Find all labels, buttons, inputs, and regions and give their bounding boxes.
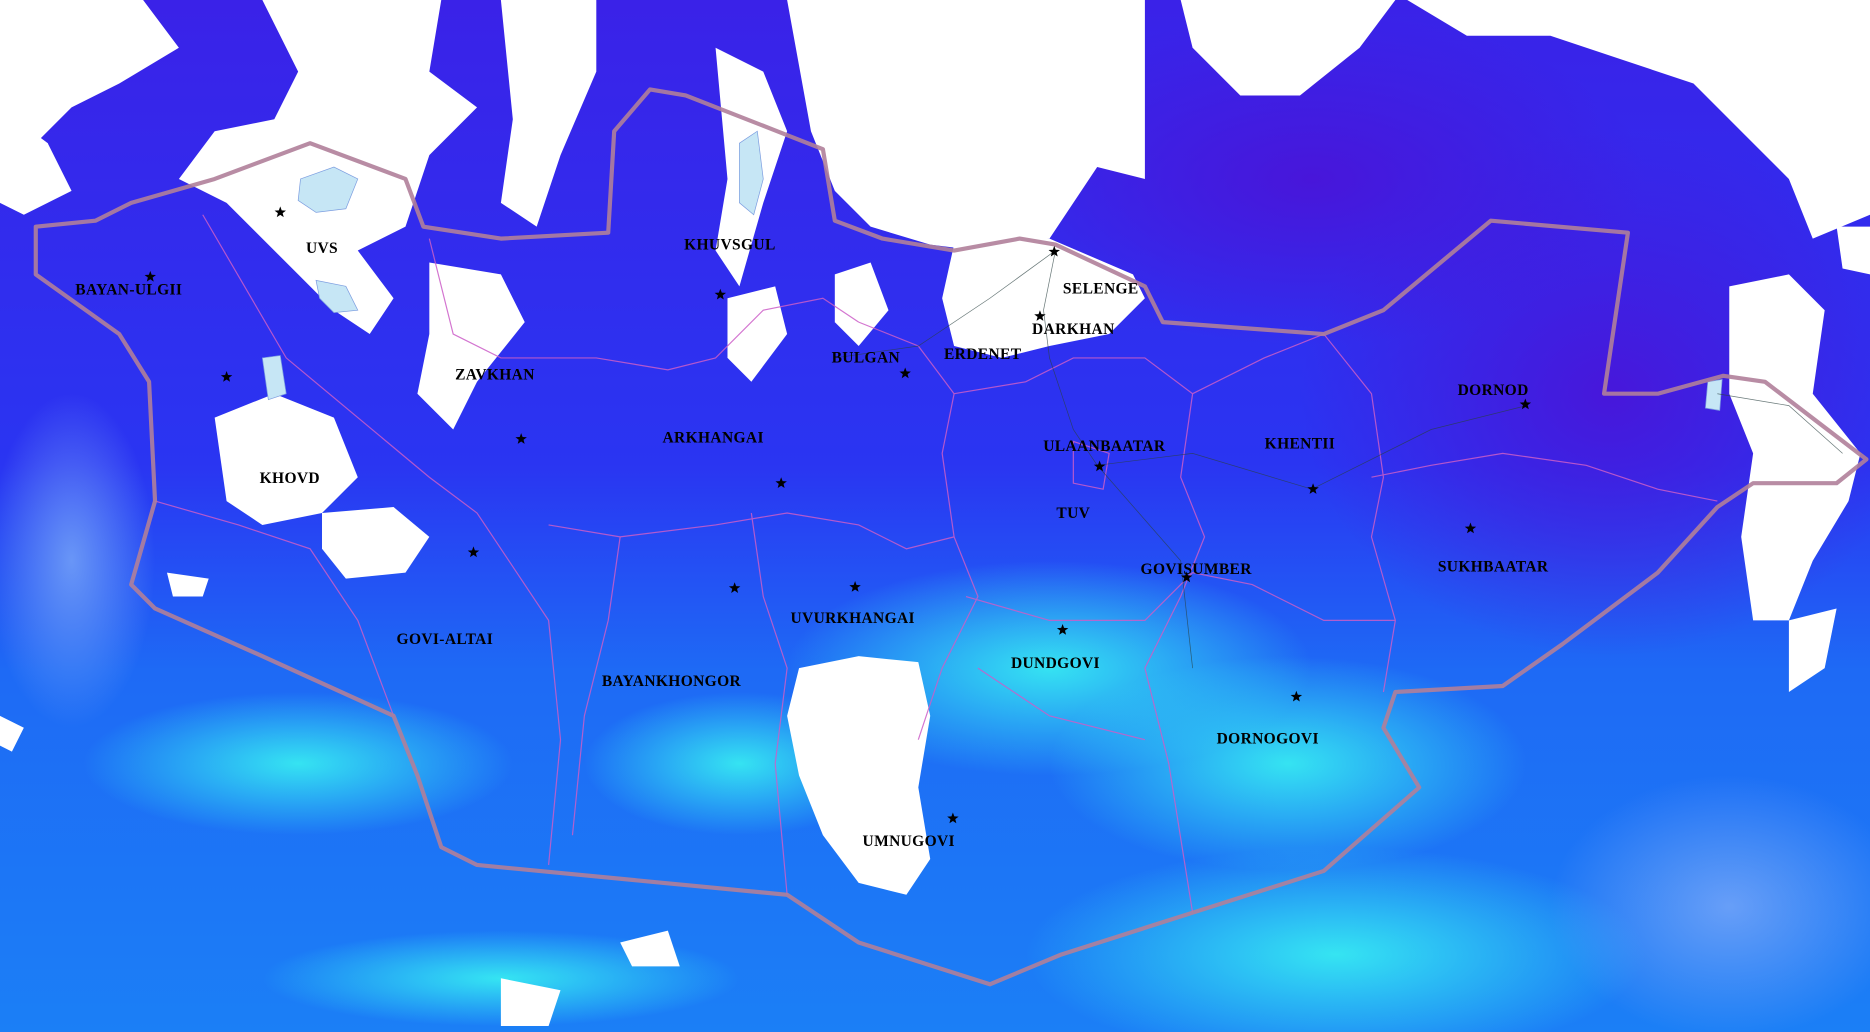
province-label-arkhangai: ARKHANGAI	[662, 430, 763, 447]
lakes	[261, 130, 1723, 411]
province-label-bayan-ulgii: BAYAN-ULGII	[75, 282, 182, 299]
star-icon	[220, 371, 233, 382]
province-borders	[154, 214, 1718, 913]
province-label-khovd: KHOVD	[260, 470, 320, 487]
lake-khuvsgul	[739, 130, 764, 216]
lake-khar-us	[261, 355, 287, 401]
country-border	[33, 87, 1869, 987]
star-icon	[515, 433, 527, 444]
province-label-ulaanbaatar: ULAANBAATAR	[1043, 438, 1166, 455]
province-label-tuv: TUV	[1056, 505, 1090, 522]
province-label-darkhan: DARKHAN	[1032, 321, 1115, 338]
star-icon	[1180, 571, 1193, 583]
lake-khyargas	[315, 279, 359, 313]
star-icon	[728, 582, 741, 593]
star-icon	[947, 812, 959, 824]
province-label-govisumber: GOVISUMBER	[1141, 561, 1253, 578]
star-icon	[775, 477, 787, 488]
star-icon	[1290, 690, 1303, 702]
star-icon	[1048, 245, 1060, 257]
star-icon	[714, 288, 727, 300]
capital-markers	[144, 206, 1532, 824]
lake-buir	[1705, 378, 1723, 411]
province-label-khuvsgul: KHUVSGUL	[684, 236, 776, 253]
star-icon	[1056, 623, 1069, 635]
star-icon	[144, 270, 156, 282]
province-label-zavkhan: ZAVKHAN	[455, 366, 535, 383]
province-label-umnugovi: UMNUGOVI	[863, 833, 955, 850]
star-icon	[1464, 522, 1477, 534]
star-icon	[1034, 310, 1046, 321]
province-label-uvurkhangai: UVURKHANGAI	[790, 610, 914, 627]
star-icon	[1093, 460, 1106, 472]
province-label-uvs: UVS	[306, 240, 338, 257]
province-label-govi-altai: GOVI-ALTAI	[397, 631, 494, 648]
star-icon	[849, 581, 861, 592]
lake-uvs-nuur	[297, 166, 359, 213]
province-label-bayankhongor: BAYANKHONGOR	[602, 673, 742, 690]
province-label-sukhbaatar: SUKHBAATAR	[1438, 558, 1549, 575]
star-icon	[899, 367, 911, 379]
star-icon	[467, 546, 480, 558]
province-label-erdenet: ERDENET	[944, 346, 1022, 363]
province-label-dundgovi: DUNDGOVI	[1011, 655, 1100, 672]
province-label-selenge: SELENGE	[1063, 280, 1139, 297]
province-labels: UVS BAYAN-ULGII KHOVD ZAVKHAN KHUVSGUL ARKHAN…	[75, 236, 1549, 850]
province-label-dornod: DORNOD	[1458, 382, 1529, 399]
star-icon	[1519, 398, 1532, 410]
province-label-bulgan: BULGAN	[832, 350, 900, 367]
star-icon	[1307, 483, 1319, 494]
province-label-dornogovi: DORNOGOVI	[1217, 730, 1319, 747]
star-icon	[274, 206, 286, 218]
province-label-khentii: KHENTII	[1265, 436, 1336, 453]
